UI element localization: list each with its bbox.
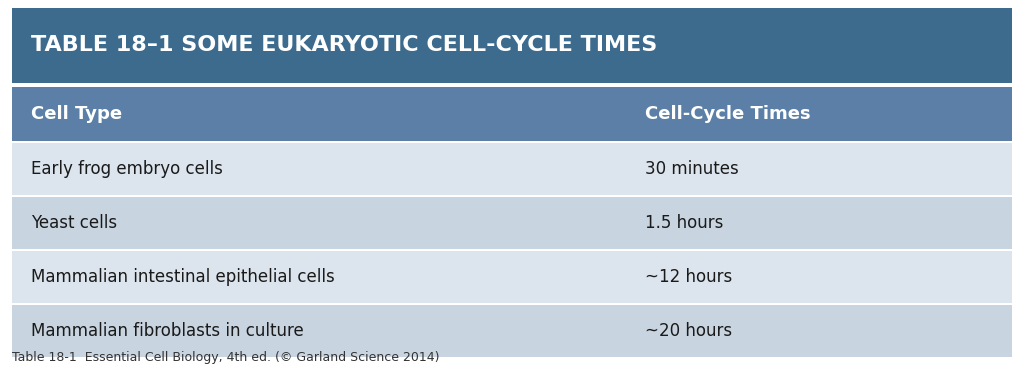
Text: Mammalian fibroblasts in culture: Mammalian fibroblasts in culture bbox=[31, 322, 303, 340]
Text: Yeast cells: Yeast cells bbox=[31, 214, 117, 232]
Text: Cell-Cycle Times: Cell-Cycle Times bbox=[645, 105, 811, 123]
Text: 30 minutes: 30 minutes bbox=[645, 160, 739, 178]
Text: Early frog embryo cells: Early frog embryo cells bbox=[31, 160, 222, 178]
Text: 1.5 hours: 1.5 hours bbox=[645, 214, 724, 232]
Text: ~12 hours: ~12 hours bbox=[645, 268, 732, 286]
Text: Mammalian intestinal epithelial cells: Mammalian intestinal epithelial cells bbox=[31, 268, 335, 286]
Text: Cell Type: Cell Type bbox=[31, 105, 122, 123]
Text: ~20 hours: ~20 hours bbox=[645, 322, 732, 340]
Text: TABLE 18–1 SOME EUKARYOTIC CELL-CYCLE TIMES: TABLE 18–1 SOME EUKARYOTIC CELL-CYCLE TI… bbox=[31, 35, 657, 55]
Text: Table 18-1  Essential Cell Biology, 4th ed. (© Garland Science 2014): Table 18-1 Essential Cell Biology, 4th e… bbox=[12, 351, 439, 364]
